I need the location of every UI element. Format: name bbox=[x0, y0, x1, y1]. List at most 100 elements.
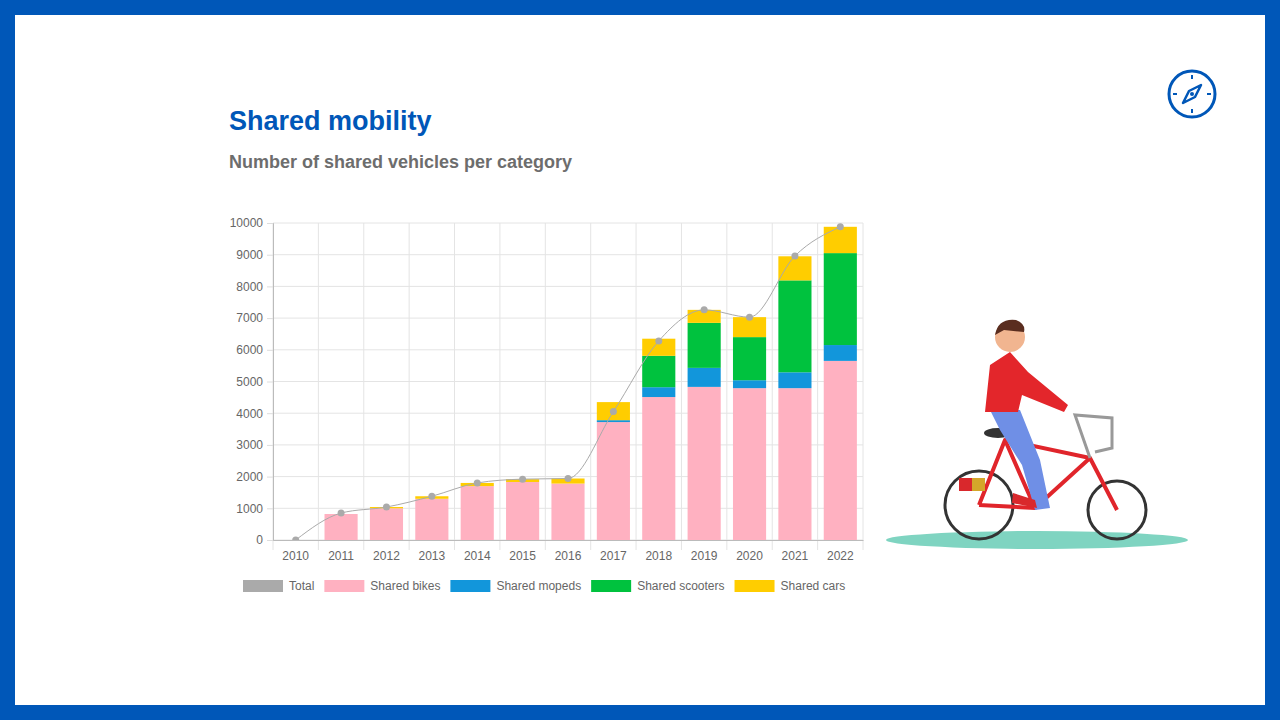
total-line bbox=[296, 227, 841, 540]
y-tick-mark bbox=[267, 540, 273, 541]
y-tick: 0 bbox=[256, 533, 273, 547]
compass-center bbox=[1190, 92, 1194, 96]
grid bbox=[273, 223, 863, 550]
compass-tick bbox=[1207, 93, 1211, 95]
ground bbox=[886, 531, 1188, 549]
compass-tick bbox=[1191, 75, 1193, 79]
y-tick: 4000 bbox=[236, 407, 273, 421]
bar bbox=[733, 380, 766, 388]
bar bbox=[370, 508, 403, 540]
legend-label: Shared scooters bbox=[637, 579, 724, 593]
legend-swatch bbox=[591, 580, 631, 592]
x-tick: 2021 bbox=[782, 540, 809, 563]
y-tick-mark bbox=[267, 255, 273, 256]
bar bbox=[461, 486, 494, 540]
y-tick: 5000 bbox=[236, 375, 273, 389]
grid-line-y bbox=[273, 381, 863, 382]
bar bbox=[778, 280, 811, 372]
y-tick-mark bbox=[267, 445, 273, 446]
bar-series bbox=[325, 361, 857, 540]
bar bbox=[415, 499, 448, 540]
x-tick: 2016 bbox=[555, 540, 582, 563]
total-point bbox=[565, 475, 572, 482]
x-tick-label: 2017 bbox=[600, 549, 627, 563]
x-tick-label: 2016 bbox=[555, 549, 582, 563]
total-point bbox=[338, 510, 345, 517]
total-point bbox=[292, 537, 299, 541]
y-tick-mark bbox=[267, 286, 273, 287]
x-tick-label: 2011 bbox=[328, 549, 354, 563]
y-tick-mark bbox=[267, 350, 273, 351]
grid-line-x bbox=[590, 223, 591, 550]
bar bbox=[688, 387, 721, 540]
compass-ring bbox=[1169, 71, 1215, 117]
bar-series bbox=[642, 253, 857, 387]
shoe bbox=[1012, 493, 1037, 508]
total-point bbox=[610, 408, 617, 415]
legs bbox=[990, 410, 1050, 510]
plot-area bbox=[292, 223, 857, 540]
legend-label: Shared mopeds bbox=[496, 579, 581, 593]
y-tick-mark bbox=[267, 508, 273, 509]
bar bbox=[688, 368, 721, 387]
bar bbox=[733, 337, 766, 380]
x-tick: 2020 bbox=[736, 540, 763, 563]
bar bbox=[642, 387, 675, 397]
legend-swatch bbox=[450, 580, 490, 592]
y-tick-mark bbox=[267, 413, 273, 414]
grid-line-x bbox=[545, 223, 546, 550]
total-point bbox=[474, 479, 481, 486]
legend-swatch bbox=[243, 580, 283, 592]
bar bbox=[824, 253, 857, 345]
compass-icon bbox=[1169, 71, 1215, 117]
x-tick: 2018 bbox=[645, 540, 672, 563]
bar bbox=[551, 484, 584, 540]
x-tick-label: 2018 bbox=[645, 549, 672, 563]
x-tick-label: 2020 bbox=[736, 549, 763, 563]
total-point bbox=[428, 493, 435, 500]
grid-line-y bbox=[273, 254, 863, 255]
cyclist-illustration bbox=[886, 320, 1188, 549]
x-tick: 2012 bbox=[373, 540, 400, 563]
total-point bbox=[519, 476, 526, 483]
y-tick: 1000 bbox=[236, 502, 273, 516]
bar bbox=[824, 227, 857, 253]
bar bbox=[642, 397, 675, 540]
reflector bbox=[972, 478, 985, 491]
y-tick-mark bbox=[267, 477, 273, 478]
y-tick-label: 0 bbox=[256, 533, 263, 547]
legend: TotalShared bikesShared mopedsShared sco… bbox=[243, 579, 845, 593]
x-tick: 2011 bbox=[328, 540, 354, 563]
bar bbox=[688, 323, 721, 368]
x-tick: 2014 bbox=[464, 540, 491, 563]
y-tick-label: 10000 bbox=[230, 216, 264, 230]
y-tick: 8000 bbox=[236, 280, 273, 294]
grid-line-x bbox=[499, 223, 500, 550]
y-axis-line bbox=[267, 224, 274, 541]
y-tick: 7000 bbox=[236, 311, 273, 325]
y-tick-label: 7000 bbox=[236, 311, 263, 325]
x-tick: 2010 bbox=[282, 540, 309, 563]
x-axis: 2010201120122013201420152016201720182019… bbox=[274, 540, 864, 563]
y-tick-label: 9000 bbox=[236, 248, 263, 262]
bar-series bbox=[370, 227, 857, 508]
total-point bbox=[383, 504, 390, 511]
grid-line-x bbox=[318, 223, 319, 550]
y-tick: 10000 bbox=[230, 216, 273, 230]
x-tick: 2017 bbox=[600, 540, 627, 563]
compass-tick bbox=[1173, 93, 1177, 95]
x-tick-label: 2022 bbox=[827, 549, 854, 563]
bar bbox=[642, 356, 675, 387]
bar bbox=[597, 422, 630, 540]
grid-line-x bbox=[409, 223, 410, 550]
reflector bbox=[959, 478, 985, 491]
grid-line-x bbox=[817, 223, 818, 550]
x-tick: 2015 bbox=[509, 540, 536, 563]
bar bbox=[824, 361, 857, 540]
grid-line-x bbox=[726, 223, 727, 550]
grid-line-x bbox=[681, 223, 682, 550]
compass-tick bbox=[1191, 109, 1193, 113]
grid-line-y bbox=[273, 444, 863, 445]
x-tick-label: 2012 bbox=[373, 549, 400, 563]
grid-line-x bbox=[636, 223, 637, 550]
